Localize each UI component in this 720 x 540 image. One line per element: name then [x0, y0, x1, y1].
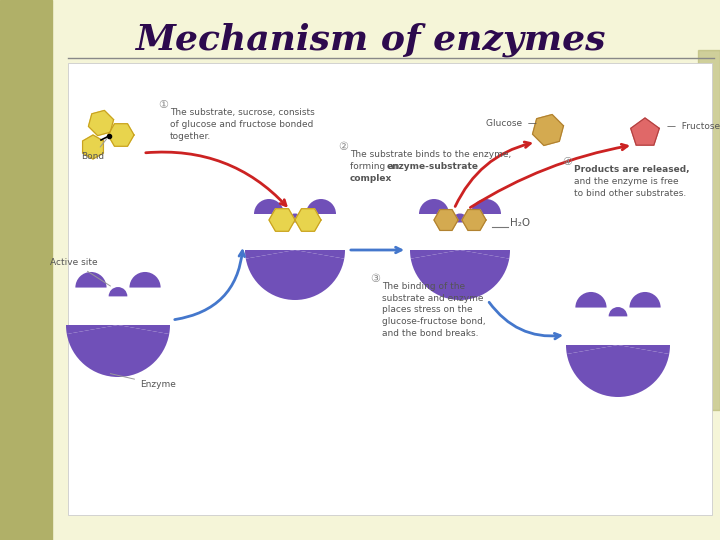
- Text: ③: ③: [370, 274, 380, 284]
- Bar: [0, 0, 52, 540]
- Text: Products are released,: Products are released,: [574, 165, 690, 174]
- Polygon shape: [269, 209, 295, 231]
- Wedge shape: [410, 250, 460, 259]
- Text: enzyme-substrate: enzyme-substrate: [387, 162, 478, 171]
- Text: H₂O: H₂O: [510, 218, 530, 227]
- Text: ①: ①: [158, 100, 168, 110]
- Wedge shape: [130, 272, 161, 288]
- Wedge shape: [618, 345, 670, 354]
- Wedge shape: [451, 213, 469, 222]
- Wedge shape: [410, 250, 509, 300]
- Polygon shape: [462, 210, 486, 231]
- Text: —  Fructose: — Fructose: [667, 122, 720, 131]
- Text: The substrate, sucrose, consists
of glucose and fructose bonded
together.: The substrate, sucrose, consists of gluc…: [170, 108, 315, 140]
- Wedge shape: [118, 325, 170, 334]
- Wedge shape: [460, 250, 510, 259]
- Wedge shape: [471, 199, 501, 214]
- Polygon shape: [631, 118, 660, 145]
- Text: Glucose  —: Glucose —: [486, 119, 537, 128]
- Wedge shape: [629, 292, 661, 308]
- Text: Enzyme: Enzyme: [110, 374, 176, 389]
- Bar: [698, 50, 720, 410]
- Text: Bond: Bond: [81, 138, 107, 161]
- Text: Mechanism of enzymes: Mechanism of enzymes: [135, 23, 606, 57]
- Wedge shape: [66, 325, 118, 334]
- Text: The substrate binds to the enzyme,: The substrate binds to the enzyme,: [350, 150, 511, 159]
- Text: Active site: Active site: [50, 258, 110, 286]
- Text: ④: ④: [562, 157, 572, 167]
- Bar: [68, 63, 712, 515]
- Wedge shape: [286, 213, 304, 222]
- Text: complex: complex: [350, 174, 392, 183]
- Wedge shape: [295, 250, 345, 259]
- Wedge shape: [254, 199, 284, 214]
- Polygon shape: [295, 209, 321, 231]
- Wedge shape: [566, 345, 618, 354]
- Polygon shape: [89, 111, 114, 136]
- Polygon shape: [533, 114, 564, 145]
- Text: forming an: forming an: [350, 162, 402, 171]
- Wedge shape: [109, 287, 127, 296]
- Text: and the enzyme is free
to bind other substrates.: and the enzyme is free to bind other sub…: [574, 177, 686, 198]
- Wedge shape: [608, 307, 627, 316]
- Wedge shape: [575, 292, 606, 308]
- Polygon shape: [83, 135, 104, 159]
- Wedge shape: [67, 325, 169, 377]
- Text: ②: ②: [338, 142, 348, 152]
- Wedge shape: [567, 345, 669, 397]
- Polygon shape: [108, 124, 134, 146]
- Polygon shape: [434, 210, 458, 231]
- Wedge shape: [76, 272, 107, 288]
- Wedge shape: [246, 250, 344, 300]
- Wedge shape: [306, 199, 336, 214]
- Wedge shape: [245, 250, 295, 259]
- Wedge shape: [419, 199, 449, 214]
- Text: The binding of the
substrate and enzyme
places stress on the
glucose-fructose bo: The binding of the substrate and enzyme …: [382, 282, 485, 338]
